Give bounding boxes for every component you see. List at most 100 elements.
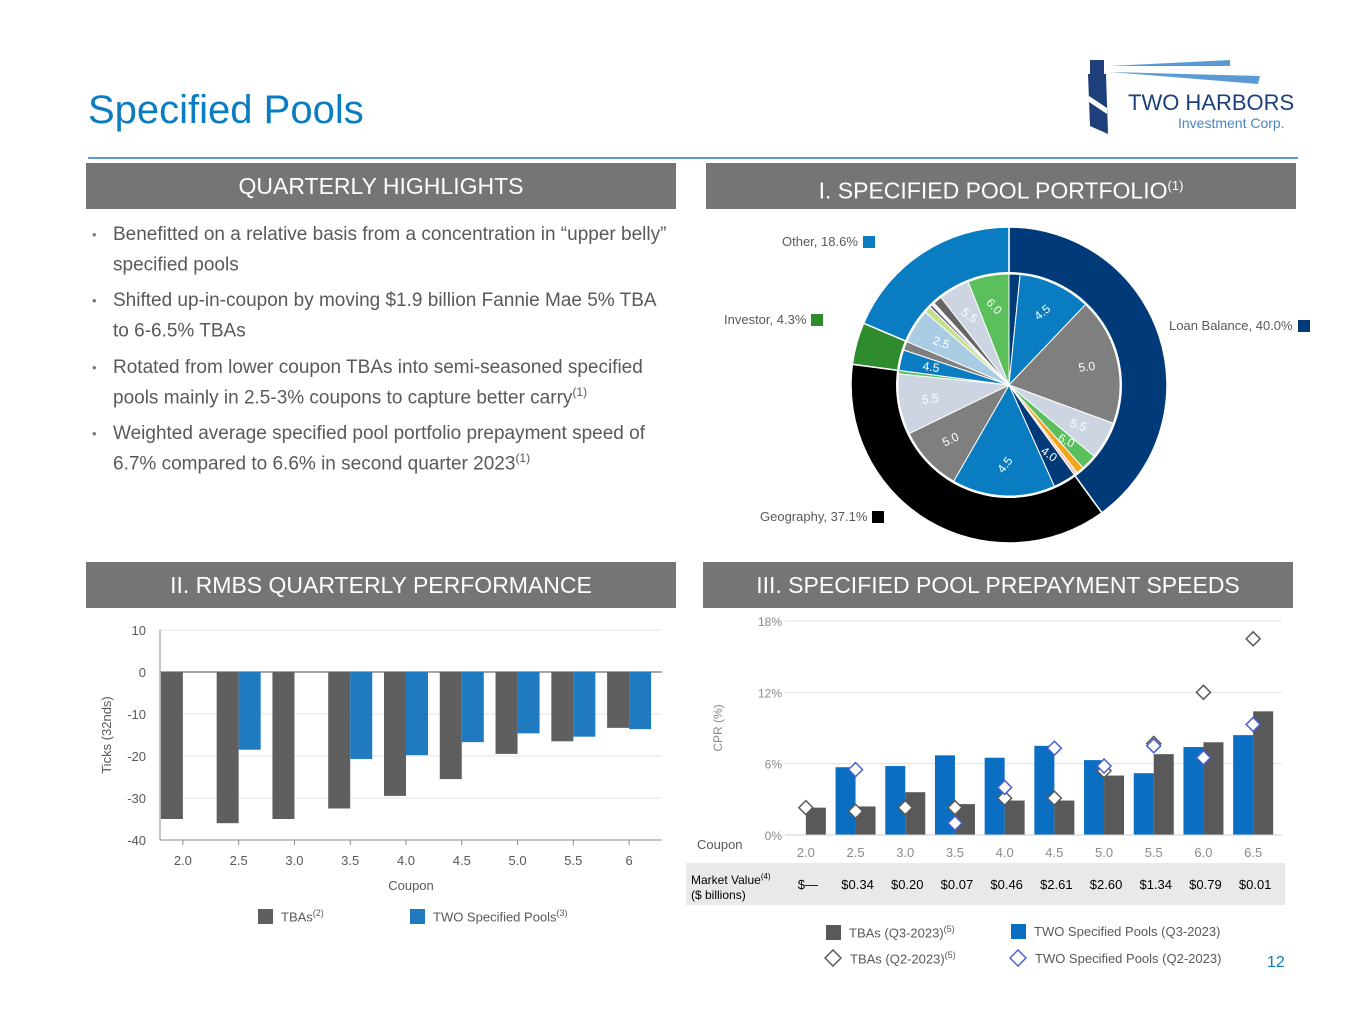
- marker-tbas-q2: [797, 799, 814, 816]
- pie-inner-slice: [1008, 274, 1087, 387]
- x-tick-label: 6.0: [1194, 845, 1212, 860]
- x-tick-label: 3.0: [896, 845, 914, 860]
- highlights-list: Benefitted on a relative basis from a co…: [92, 222, 672, 487]
- market-value-cell: $—: [797, 877, 818, 892]
- page-title: Specified Pools: [88, 88, 364, 132]
- legend-two-specified-pools: TWO Specified Pools(3): [410, 908, 568, 924]
- highlight-item: Benefitted on a relative basis from a co…: [92, 222, 672, 277]
- bar-two-q3: [885, 766, 906, 835]
- company-logo: TWO HARBORS Investment Corp.: [1080, 52, 1300, 142]
- x-tick-label: 5.5: [1145, 845, 1163, 860]
- specified-pool-portfolio-header: I. SPECIFIED POOL PORTFOLIO(1): [706, 163, 1296, 209]
- quarterly-highlights-header: QUARTERLY HIGHLIGHTS: [86, 163, 676, 209]
- bar-two-specified-pools: [238, 672, 261, 750]
- highlight-item: Rotated from lower coupon TBAs into semi…: [92, 355, 672, 410]
- x-tick-label: 4.0: [397, 853, 415, 868]
- bar-two-q3: [1183, 747, 1204, 835]
- legend-geography: Geography, 37.1%: [760, 509, 885, 524]
- bar-two-specified-pools: [573, 672, 596, 737]
- pie-slice-label: 5.0: [1078, 359, 1097, 375]
- legend-investor: Investor, 4.3%: [724, 312, 824, 327]
- bar-two-q3: [1233, 735, 1254, 835]
- bar-tbas-q3: [905, 792, 926, 835]
- marker-two-q2: [946, 815, 964, 832]
- bar-tbas: [439, 672, 462, 780]
- x-tick-label: 3.5: [946, 845, 964, 860]
- x-tick-label: 3.0: [285, 853, 303, 868]
- pie-inner-slice: [1008, 303, 1121, 424]
- marker-tbas-q2: [847, 803, 864, 820]
- pie-slice-label: 5.5: [1068, 416, 1089, 435]
- x-tick-label: 5.0: [509, 853, 527, 868]
- bar-tbas: [551, 672, 574, 742]
- bar-two-q3: [1084, 760, 1105, 835]
- market-value-cell: $0.07: [940, 877, 974, 892]
- marker-two-q2: [847, 761, 864, 778]
- marker-tbas-q2: [897, 799, 914, 816]
- y-axis-title: CPR (%): [711, 704, 725, 751]
- title-divider: [88, 157, 1298, 159]
- x-tick-label: 4.0: [996, 845, 1014, 860]
- y-tick-label: -20: [127, 749, 146, 764]
- bar-tbas: [328, 672, 351, 809]
- bar-tbas-q3: [1054, 800, 1075, 835]
- bar-tbas-q3: [1153, 754, 1174, 835]
- marker-two-q2: [1095, 757, 1113, 775]
- x-tick-label: 5.0: [1095, 845, 1113, 860]
- bar-tbas-q3: [1004, 800, 1025, 835]
- y-axis-title: Ticks (32nds): [99, 696, 114, 774]
- y-tick-label: -30: [127, 791, 146, 806]
- market-value-label: Market Value(4) ($ billions): [691, 872, 771, 902]
- bar-two-specified-pools: [406, 672, 428, 756]
- x-tick-label: 3.5: [341, 853, 359, 868]
- marker-two-q2: [1046, 740, 1063, 757]
- svg-text:Investment Corp.: Investment Corp.: [1178, 115, 1285, 131]
- bar-tbas-q3: [1203, 742, 1224, 835]
- market-value-cell: $0.46: [990, 877, 1023, 892]
- prepayment-speeds-header: III. SPECIFIED POOL PREPAYMENT SPEEDS: [703, 562, 1293, 608]
- market-value-cell: $2.61: [1040, 877, 1073, 892]
- x-axis-title: Coupon: [388, 878, 434, 893]
- pie-slice-label: 5.5: [921, 391, 939, 407]
- bar-tbas-q3: [954, 804, 975, 835]
- y-tick-label: 18%: [758, 615, 782, 629]
- bar-two-specified-pools: [461, 672, 484, 743]
- y-tick-label: -10: [127, 707, 146, 722]
- bar-two-q3: [934, 755, 955, 835]
- pie-inner-slice: [967, 273, 1010, 386]
- market-value-cell: $0.79: [1189, 877, 1222, 892]
- market-value-cell: $0.01: [1238, 877, 1272, 892]
- bar-tbas: [160, 672, 183, 819]
- highlight-item: Shifted up-in-coupon by moving $1.9 bill…: [92, 288, 672, 343]
- bar-two-specified-pools: [517, 672, 540, 734]
- pie-slice-label: 2.5: [931, 333, 952, 352]
- legend-other: Other, 18.6%: [782, 234, 875, 249]
- market-value-row: Market Value(4) ($ billions) $— $0.34 $0.20…: [686, 863, 1285, 905]
- y-tick-label: 10: [132, 623, 146, 638]
- x-tick-label: 2.5: [847, 845, 865, 860]
- y-tick-label: -40: [127, 833, 146, 848]
- portfolio-pie-chart: 4.55.05.56.04.04.55.05.54.52.55.5 6.0: [850, 226, 1168, 544]
- marker-tbas-q2: [996, 790, 1013, 807]
- x-tick-label: 4.5: [453, 853, 471, 868]
- y-tick-label: 6%: [765, 758, 783, 772]
- bar-tbas-q3: [1253, 711, 1274, 835]
- bar-tbas: [384, 672, 406, 796]
- marker-two-q2: [1195, 749, 1212, 766]
- bar-two-q3: [835, 767, 856, 835]
- bar-tbas: [495, 672, 518, 754]
- x-tick-label: 6: [625, 853, 632, 868]
- bar-tbas: [272, 672, 295, 819]
- market-value-cell: $0.20: [890, 877, 924, 892]
- bar-tbas-q3: [1104, 775, 1125, 835]
- legend-two-q3: TWO Specified Pools (Q3-2023): [1011, 924, 1220, 939]
- legend-tbas-q3: TBAs (Q3-2023)(5): [826, 924, 955, 940]
- bar-two-specified-pools: [629, 672, 652, 730]
- bar-tbas: [607, 672, 630, 728]
- marker-tbas-q2: [1245, 630, 1262, 647]
- bar-two-q3: [1034, 745, 1055, 835]
- legend-tbas: TBAs(2): [258, 908, 324, 924]
- bar-two-specified-pools: [350, 672, 373, 759]
